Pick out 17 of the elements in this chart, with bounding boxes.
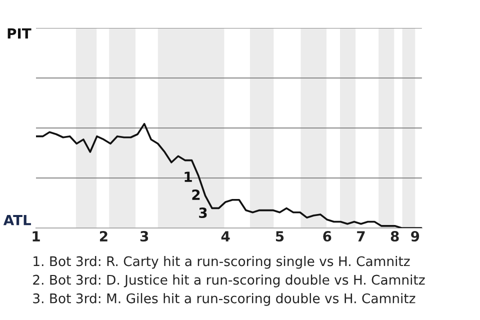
text: 3. Bot 3rd: M. Giles hit a run-scoring double vs H. Camnitz [33,293,416,306]
annotation: 3 [199,208,207,218]
text: 1. Bot 3rd: R. Carty hit a run-scoring single vs H. Camnitz [34,256,410,269]
x-tick-label: 3 [140,231,148,242]
text: ATL [3,214,31,226]
x-tick-label: 1 [32,231,40,242]
x-tick-label: 2 [100,231,108,242]
x-tick-label: 4 [221,231,230,242]
annotation: 1 [184,172,192,182]
x-tick-label: 8 [390,231,399,242]
x-tick-label: 9 [411,231,420,242]
text: 2. Bot 3rd: D. Justice hit a run-scoring double vs H. Camnitz [33,274,425,288]
x-tick-label: 5 [276,231,284,242]
x-tick-label: 7 [357,231,365,242]
x-tick-label: 6 [323,231,332,242]
annotation: 2 [192,190,200,200]
text: PIT [8,28,32,39]
